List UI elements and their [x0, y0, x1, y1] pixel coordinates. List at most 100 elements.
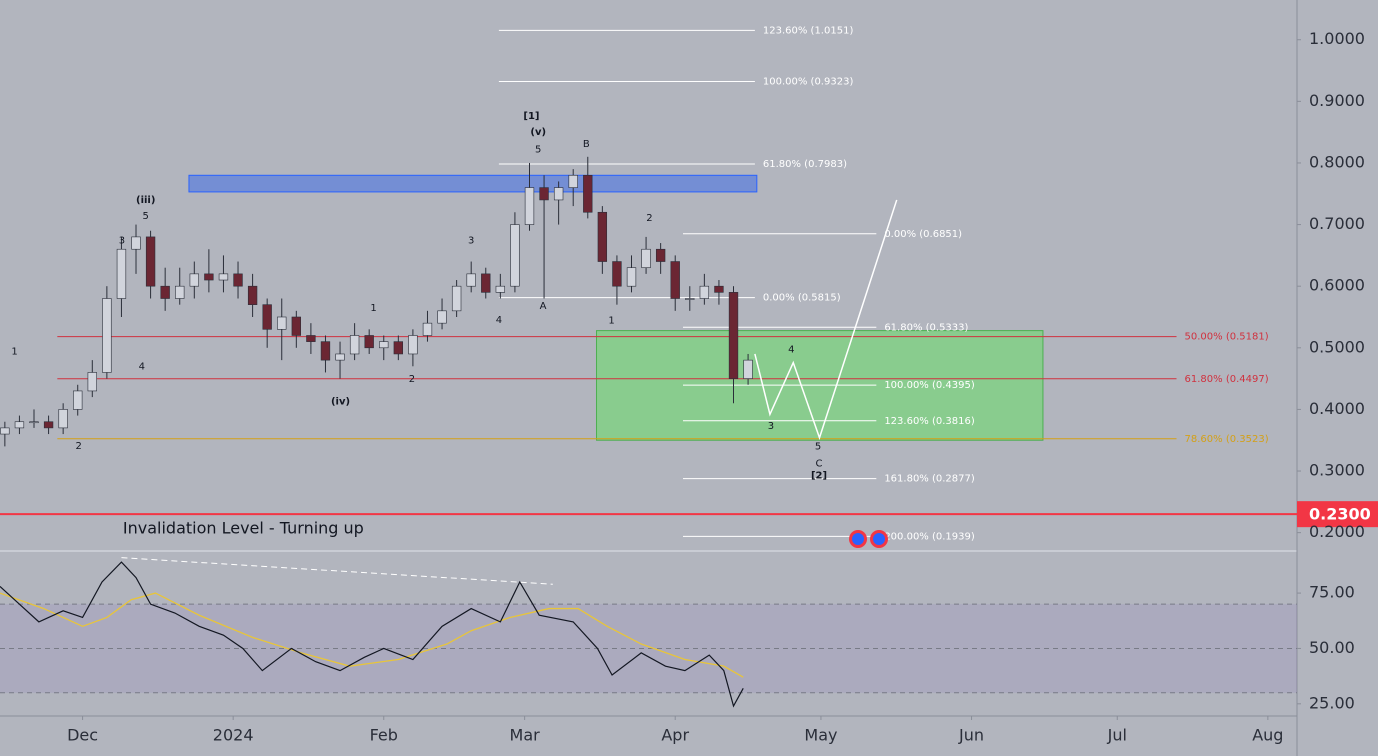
y-tick-label: 0.5000 — [1309, 337, 1365, 356]
candle-body — [277, 316, 287, 330]
y-tick-label: 0.6000 — [1309, 276, 1365, 295]
rsi-ma — [0, 592, 744, 678]
wave-label: 3 — [119, 236, 125, 247]
fib-label: 78.60% (0.3523) — [1185, 434, 1269, 445]
candle-body — [379, 341, 389, 349]
x-tick-label: May — [804, 726, 837, 745]
candle-body — [43, 421, 54, 429]
y-tick-label: 0.9000 — [1309, 91, 1365, 110]
wave-label: 4 — [788, 345, 794, 356]
y-tick-label: 0.7000 — [1309, 214, 1365, 233]
candle-body — [335, 353, 345, 361]
candle-body — [612, 261, 622, 287]
fib-label: 200.00% (0.1939) — [884, 531, 975, 542]
fib-label: 100.00% (0.4395) — [884, 380, 975, 391]
fib-label: 0.00% (0.6851) — [884, 229, 962, 240]
candle-body — [116, 248, 127, 299]
candle-body — [291, 316, 301, 336]
x-tick-label: Jul — [1107, 726, 1127, 745]
candle-body — [568, 174, 578, 188]
event-icon-inner — [873, 533, 885, 545]
x-tick-label: Aug — [1252, 726, 1283, 745]
candle-body — [204, 273, 214, 281]
candle-body — [524, 187, 535, 225]
candle-body — [728, 292, 739, 379]
x-tick-label: Dec — [67, 726, 98, 745]
rsi-tick-label: 50.00 — [1309, 638, 1355, 657]
wave-label: 3 — [468, 236, 474, 247]
candle-body — [262, 304, 272, 330]
candle-body — [87, 372, 97, 392]
x-tick-label: Apr — [661, 726, 689, 745]
candle-body — [670, 261, 680, 299]
wave-label: 3 — [768, 421, 774, 432]
candle-body — [175, 285, 185, 299]
candle-body — [160, 285, 170, 299]
y-tick-label: 1.0000 — [1309, 29, 1365, 48]
y-tick-label: 0.4000 — [1309, 399, 1365, 418]
wave-label: A — [540, 301, 547, 312]
candle-body — [481, 273, 491, 293]
wave-label: 2 — [76, 441, 82, 452]
candle-body — [510, 224, 520, 287]
candle-body — [58, 409, 68, 429]
wave-label: (v) — [530, 127, 546, 138]
invalidation-text: Invalidation Level - Turning up — [123, 519, 364, 538]
y-tick-label: 0.8000 — [1309, 152, 1365, 171]
candle-body — [597, 211, 608, 262]
candle-body — [408, 335, 418, 355]
zone — [596, 330, 1044, 441]
x-tick-label: Jun — [958, 726, 984, 745]
rsi-tick-label: 25.00 — [1309, 693, 1355, 712]
wave-label: 5 — [815, 441, 821, 452]
wave-label: 2 — [646, 213, 652, 224]
candle-body — [655, 248, 666, 262]
wave-label: 1 — [608, 316, 614, 327]
wave-label: 2 — [409, 374, 415, 385]
fib-label: 123.60% (0.3816) — [884, 416, 975, 427]
divergence-line — [121, 557, 553, 585]
candle-body — [349, 335, 360, 355]
candle-body — [29, 421, 39, 424]
candle-body — [14, 421, 25, 429]
wave-label: [2] — [811, 470, 827, 481]
candle-body — [641, 248, 651, 269]
wave-label: (iv) — [331, 396, 350, 407]
wave-label: 1 — [370, 303, 376, 314]
candle-body — [422, 322, 433, 336]
fib-label: 61.80% (0.7983) — [763, 159, 847, 170]
rsi-line — [0, 561, 744, 708]
candle-body — [218, 273, 229, 281]
wave-label: 4 — [139, 361, 145, 372]
candle-body — [685, 298, 695, 300]
fib-label: 100.00% (0.9323) — [763, 76, 854, 87]
price-tag — [1297, 501, 1378, 528]
y-tick-label: 0.3000 — [1309, 461, 1365, 480]
y-tick-label: 0.2000 — [1309, 522, 1365, 541]
x-tick-label: Mar — [510, 726, 541, 745]
candle-body — [306, 335, 316, 342]
fib-label: 50.00% (0.5181) — [1185, 332, 1269, 343]
x-tick-label: Feb — [370, 726, 398, 745]
event-icon-inner — [852, 533, 864, 545]
fib-label: 61.80% (0.5333) — [884, 322, 968, 333]
candle-body — [466, 273, 476, 287]
candle-body — [189, 273, 199, 287]
candle-body — [626, 267, 637, 287]
price-pane: 123.60% (1.0151) 100.00% (0.9323) 61.80% (… — [0, 25, 1378, 542]
candle-body — [743, 359, 753, 379]
candle-body — [699, 285, 710, 299]
candle-body — [714, 285, 724, 293]
candle-body — [451, 285, 462, 312]
event-icons[interactable] — [849, 530, 888, 548]
fib-label: 123.60% (1.0151) — [763, 25, 854, 36]
candle-body — [553, 187, 564, 201]
zone — [188, 174, 758, 193]
candle-body — [73, 390, 83, 410]
price-tag-label: 0.2300 — [1309, 505, 1371, 524]
wave-label: 4 — [496, 315, 502, 326]
rsi-pane: 75.00 50.00 25.00 — [0, 557, 1355, 712]
candle-body — [437, 310, 447, 324]
candle-body — [320, 341, 331, 361]
